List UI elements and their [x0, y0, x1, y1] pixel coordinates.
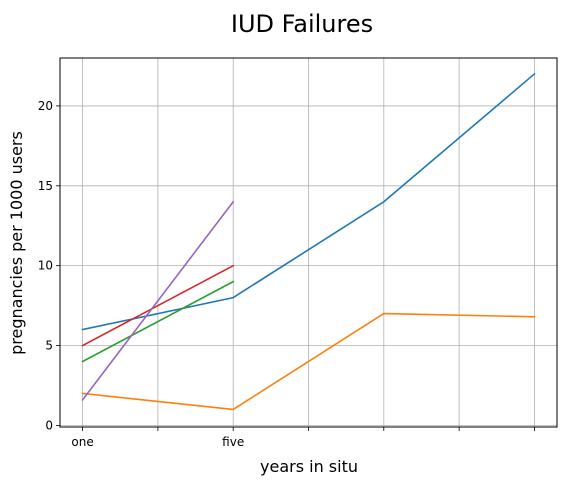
y-axis: 0 5 10 15 20 — [38, 99, 60, 432]
y-tick-label: 5 — [45, 339, 53, 353]
series-line-2 — [81, 312, 536, 411]
y-tick-label: 15 — [38, 179, 53, 193]
series-line-5 — [81, 200, 235, 401]
x-tick-label: one — [71, 435, 93, 449]
series-line-1 — [81, 72, 536, 331]
x-axis: one five — [71, 427, 535, 449]
y-tick-label: 0 — [45, 418, 53, 432]
grid — [60, 58, 557, 427]
x-tick-label: five — [222, 435, 244, 449]
chart-title: IUD Failures — [231, 10, 373, 38]
y-tick-label: 20 — [38, 99, 53, 113]
series-line-3 — [81, 280, 235, 363]
series-layer — [81, 72, 536, 411]
x-axis-label: years in situ — [260, 457, 358, 476]
series-line-4 — [81, 264, 235, 347]
y-axis-label: pregnancies per 1000 users — [7, 131, 26, 355]
y-tick-label: 10 — [38, 259, 53, 273]
